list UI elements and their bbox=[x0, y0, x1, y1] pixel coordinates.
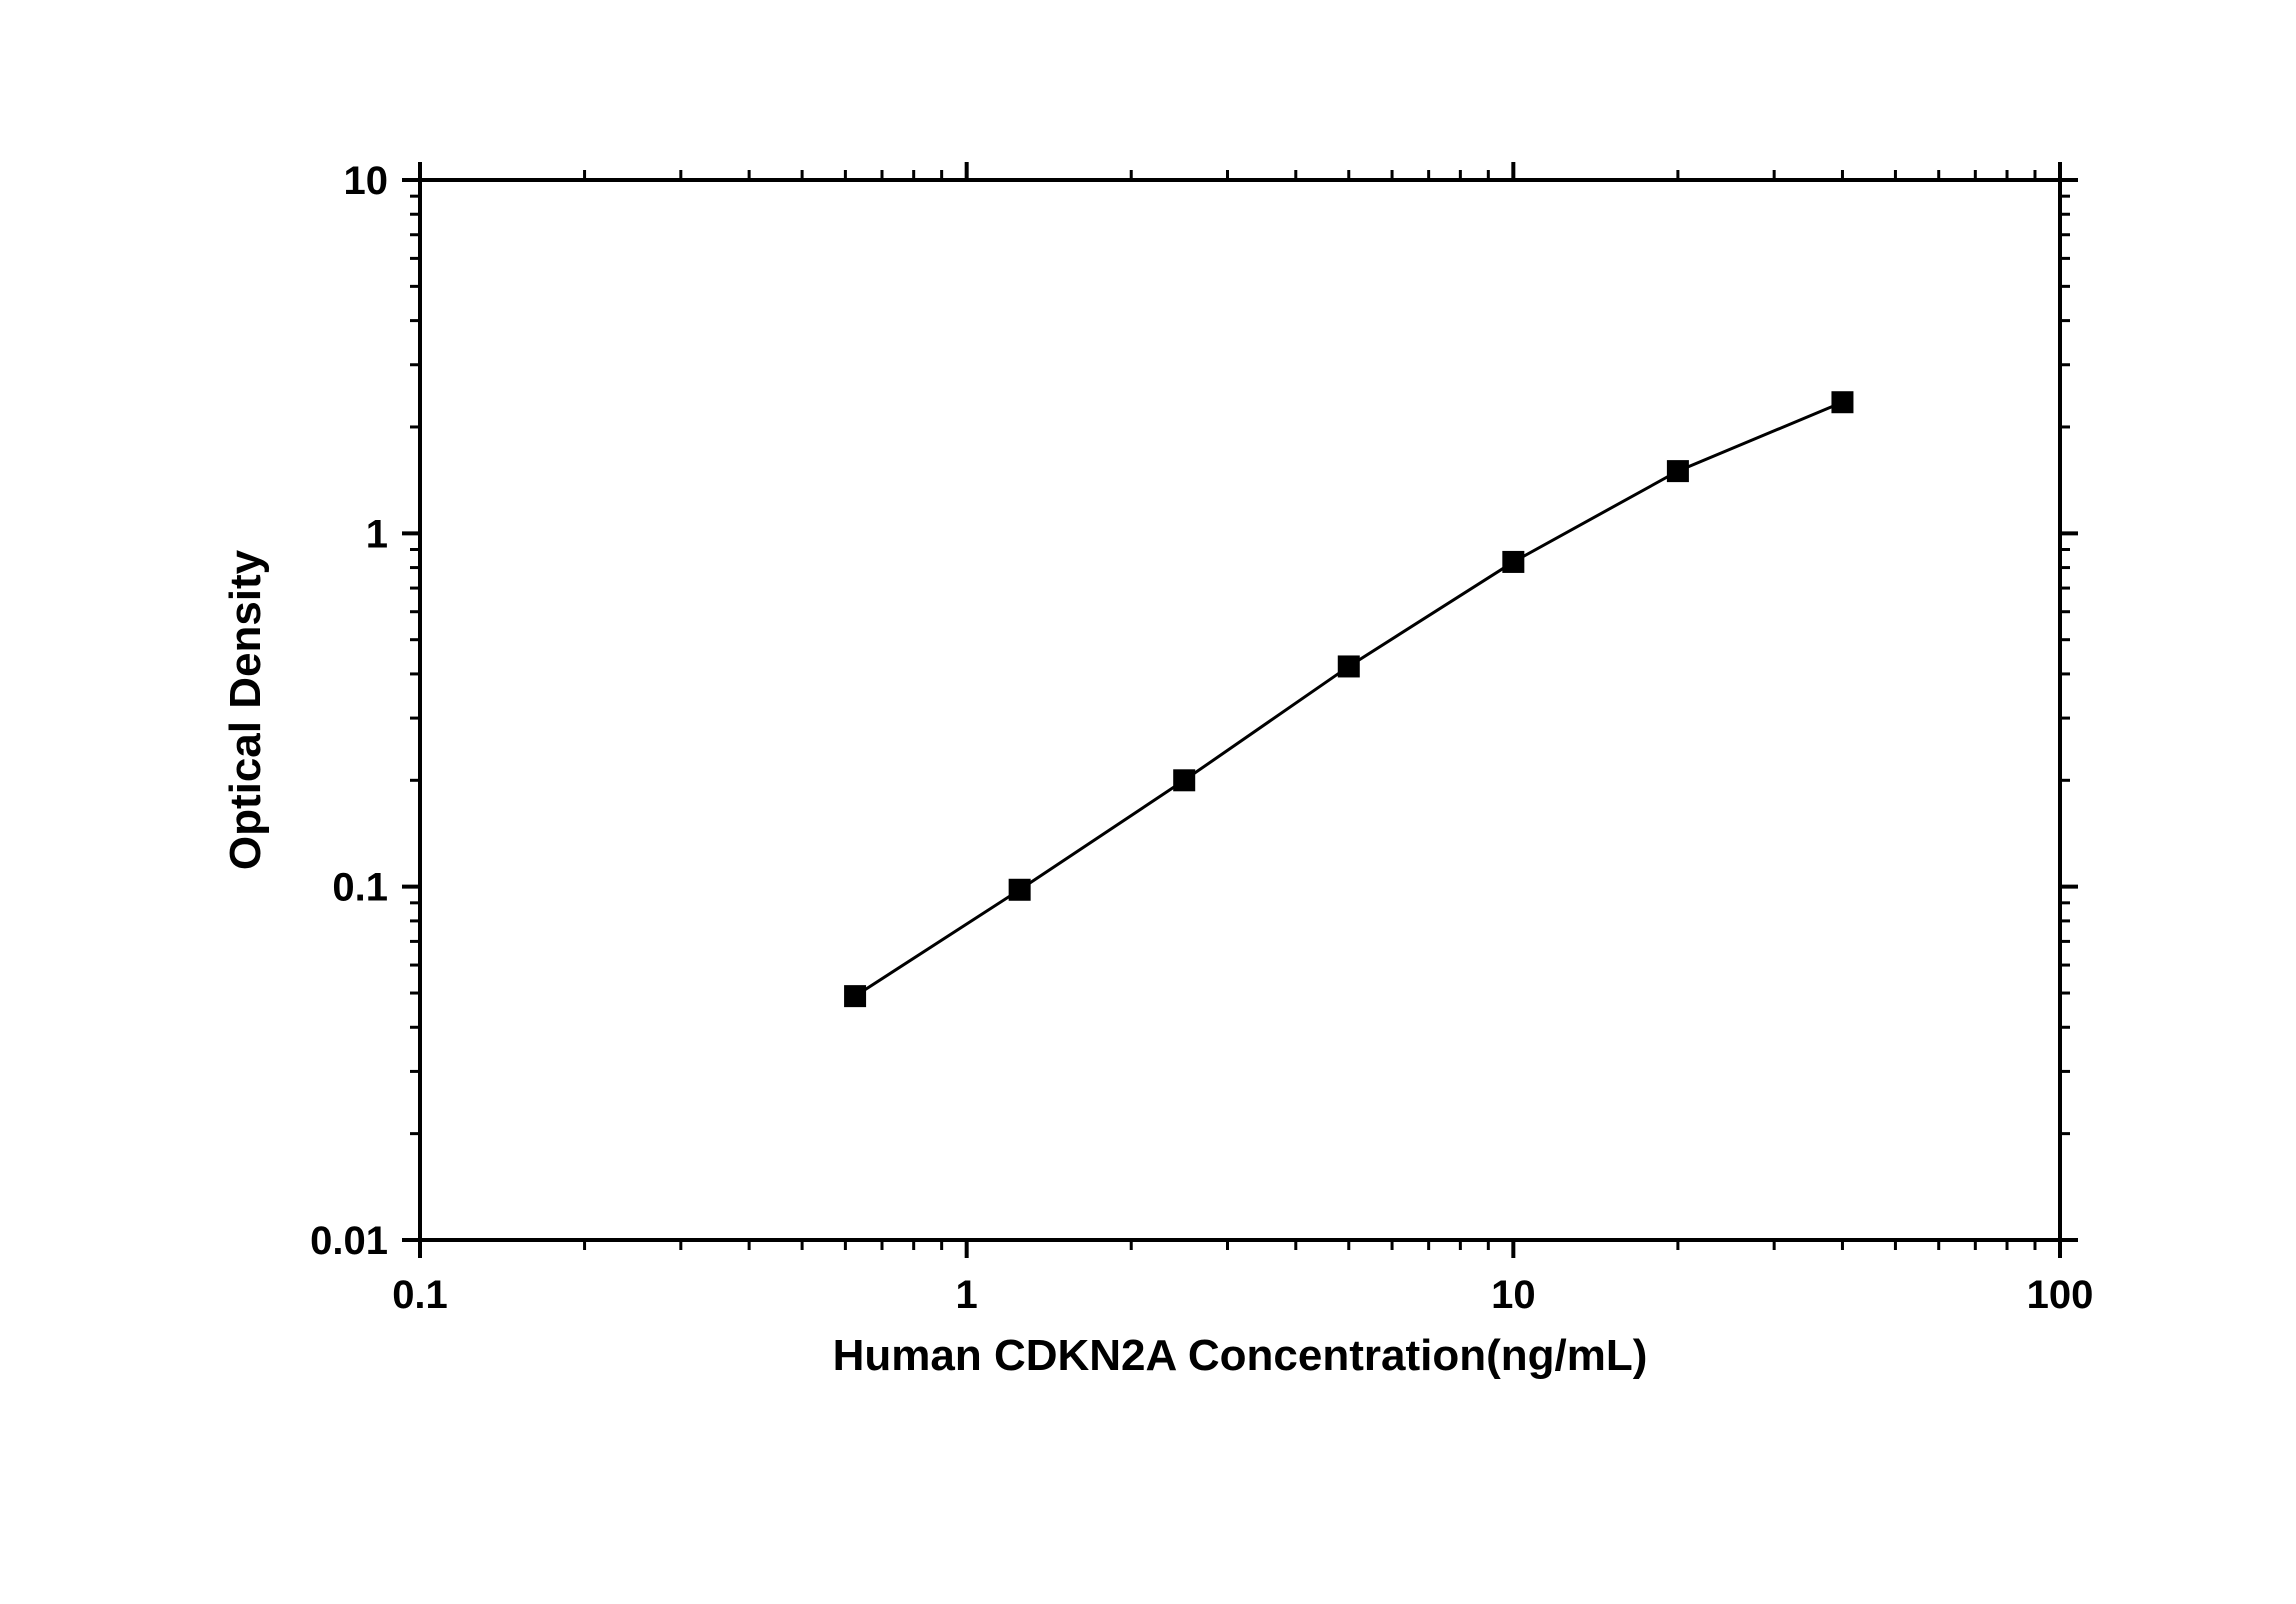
data-marker bbox=[1667, 460, 1689, 482]
x-tick-label: 10 bbox=[1491, 1273, 1536, 1317]
y-tick-label: 1 bbox=[366, 512, 388, 556]
data-marker bbox=[1502, 551, 1524, 573]
y-tick-label: 0.1 bbox=[332, 866, 388, 910]
data-marker bbox=[1173, 769, 1195, 791]
chart-container: 0.11101000.010.1110Human CDKN2A Concentr… bbox=[0, 0, 2296, 1604]
x-axis-label: Human CDKN2A Concentration(ng/mL) bbox=[833, 1331, 1648, 1380]
y-axis-label: Optical Density bbox=[221, 549, 270, 870]
data-marker bbox=[844, 985, 866, 1007]
data-marker bbox=[1831, 391, 1853, 413]
x-tick-label: 0.1 bbox=[392, 1273, 448, 1317]
x-tick-label: 1 bbox=[956, 1273, 978, 1317]
x-tick-label: 100 bbox=[2027, 1273, 2094, 1317]
data-marker bbox=[1009, 879, 1031, 901]
line-chart: 0.11101000.010.1110Human CDKN2A Concentr… bbox=[0, 0, 2296, 1604]
y-tick-label: 10 bbox=[344, 159, 389, 203]
y-tick-label: 0.01 bbox=[310, 1219, 388, 1263]
data-marker bbox=[1338, 655, 1360, 677]
